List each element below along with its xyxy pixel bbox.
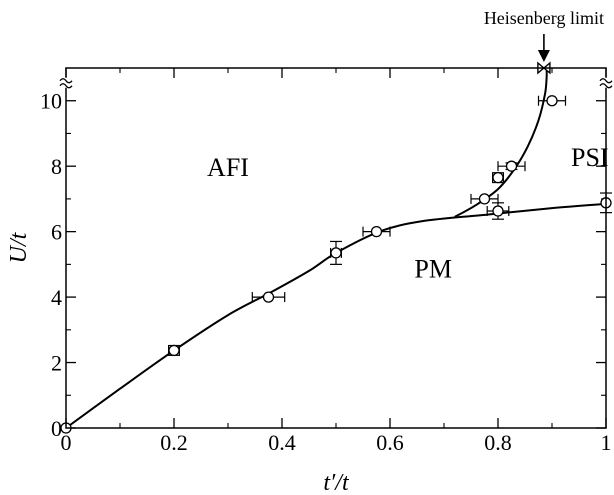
axis-break-mark	[59, 83, 73, 89]
y-tick-label: 6	[51, 220, 62, 245]
x-axis-label: t′/t	[323, 470, 350, 495]
x-tick-label: 1	[601, 430, 612, 455]
x-tick-label: 0	[61, 430, 72, 455]
plot-frame	[65, 67, 607, 429]
axis-break-mark	[599, 83, 613, 89]
data-point-marker	[168, 344, 180, 357]
annotation-arrow-head	[537, 50, 550, 62]
labels-layer: Heisenberg limit AFI PM PSI t′/t U/t	[6, 8, 609, 495]
y-tick-label: 8	[51, 154, 62, 179]
data-point-marker	[546, 95, 558, 107]
x-tick-label: 0.6	[376, 430, 404, 455]
data-point-marker	[370, 225, 383, 238]
region-label-psi: PSI	[571, 143, 609, 172]
data-point-marker	[492, 205, 504, 217]
y-axis-label: U/t	[6, 231, 32, 263]
region-label-pm: PM	[414, 254, 452, 283]
y-tick-label: 10	[40, 89, 62, 114]
x-tick-label: 0.2	[160, 430, 188, 455]
phase-boundary-line	[454, 67, 548, 218]
y-tick-label: 0	[51, 416, 62, 441]
data-point-marker	[262, 291, 275, 303]
annotation-label: Heisenberg limit	[484, 8, 604, 28]
x-tick-label: 0.8	[484, 430, 512, 455]
data-point-marker	[492, 171, 504, 184]
region-label-afi: AFI	[207, 153, 249, 182]
data-point-marker	[330, 247, 342, 259]
phase-boundary-line	[66, 202, 606, 429]
y-tick-label: 2	[51, 351, 62, 376]
data-point-marker	[478, 193, 491, 205]
y-tick-label: 4	[51, 285, 62, 310]
axis-breaks	[59, 77, 613, 89]
axis-break-mark	[599, 78, 613, 84]
data-point-marker	[505, 160, 518, 172]
points-layer	[60, 61, 612, 434]
axis-break-gap	[599, 77, 613, 88]
x-tick-label: 0.4	[268, 430, 296, 455]
axis-break-gap	[59, 77, 73, 88]
axis-break-mark	[59, 78, 73, 84]
